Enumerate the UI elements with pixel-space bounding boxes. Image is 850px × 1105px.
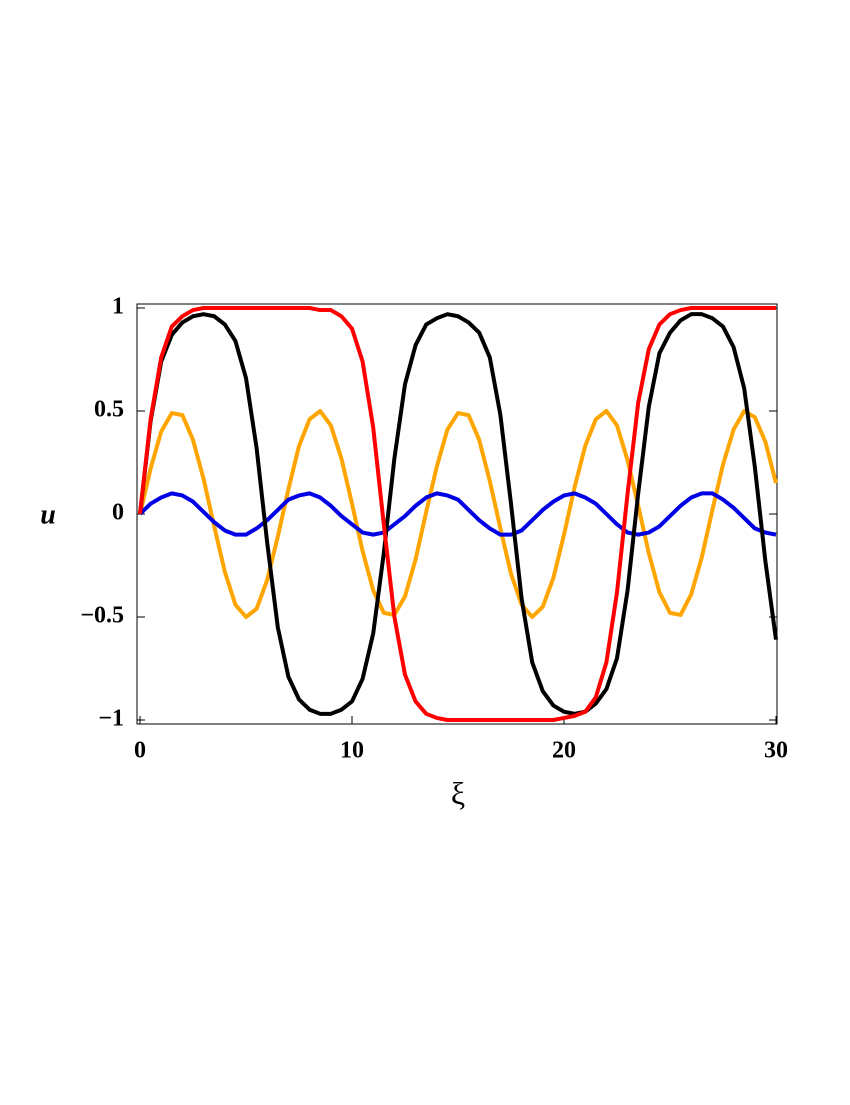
series-line [138,491,777,537]
y-tick-label: 1 [112,294,124,320]
plot-frame [136,303,778,725]
x-tick-label: 20 [552,738,576,764]
y-tick-label: 0.5 [94,397,124,423]
y-tick-label: 0 [112,500,124,526]
y-tick-label: −1 [98,706,124,732]
series-line [138,409,778,619]
x-axis-label: ξ [451,775,465,811]
x-tick-label: 30 [764,738,788,764]
y-axis-label: u [40,499,56,530]
x-tick-label: 0 [134,738,146,764]
x-tick-label: 10 [340,738,364,764]
series-line [138,306,776,722]
y-tick-label: −0.5 [80,603,124,629]
series-line [138,312,778,716]
